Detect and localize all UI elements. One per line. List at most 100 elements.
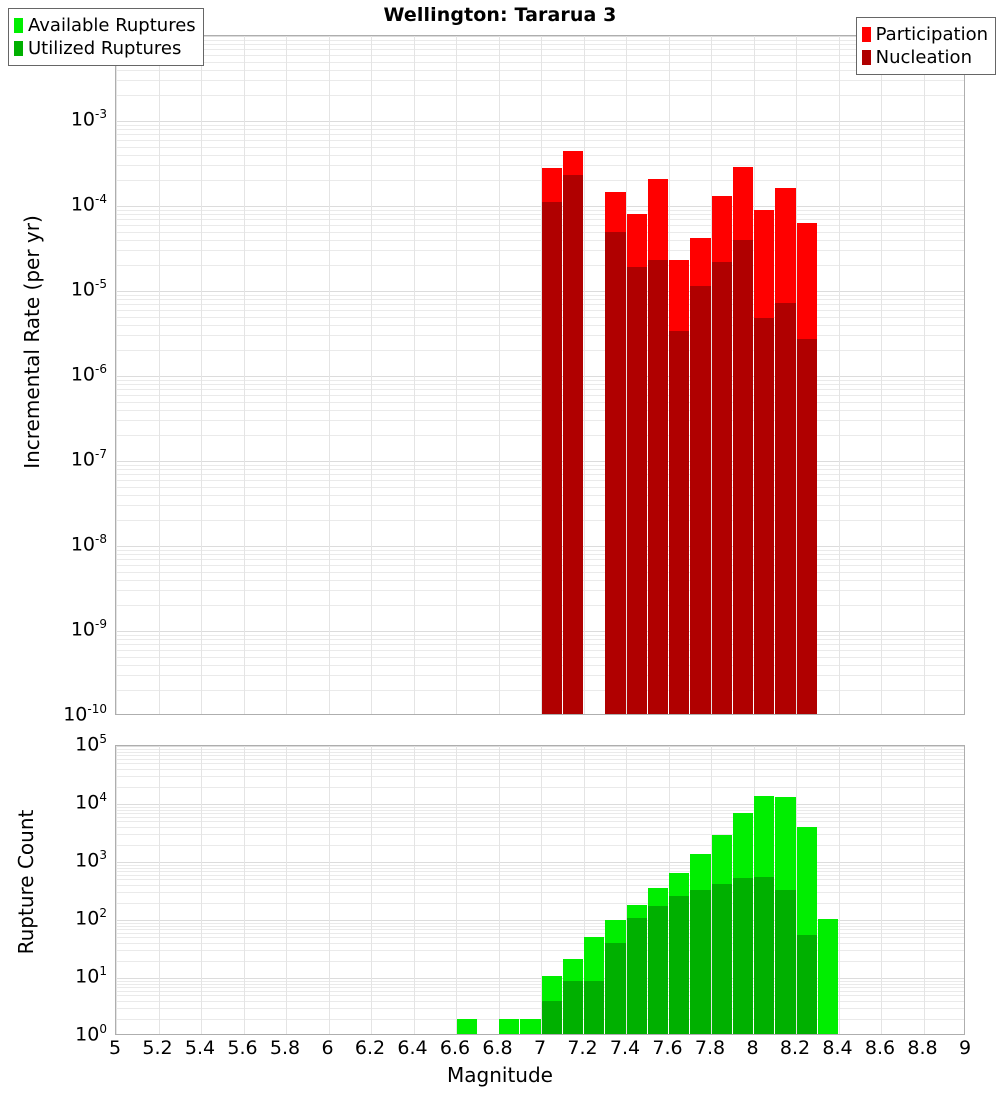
grid-line	[116, 950, 964, 952]
grid-line	[116, 95, 964, 97]
y-axis-tick-label: 104	[75, 790, 107, 814]
grid-line	[116, 265, 964, 267]
grid-line	[116, 121, 964, 122]
grid-line	[116, 928, 964, 930]
grid-line	[116, 134, 964, 136]
legend-swatch-icon	[14, 41, 23, 56]
x-axis-tick-label: 5.6	[227, 1037, 258, 1059]
grid-line	[116, 769, 964, 771]
y-axis-tick-label: 105	[75, 732, 107, 756]
legend-swatch-icon	[861, 50, 871, 65]
x-axis-tick-label: 5.8	[269, 1037, 301, 1059]
grid-line	[116, 864, 964, 866]
bar-segment-inner	[562, 980, 583, 1034]
x-axis-tick-label: 6.8	[482, 1037, 513, 1059]
grid-line	[116, 469, 964, 471]
bar	[456, 1018, 477, 1034]
x-axis-tick-label: 7	[533, 1037, 547, 1059]
grid-line	[116, 885, 964, 887]
bar-segment-inner	[796, 339, 817, 714]
grid-line	[116, 806, 964, 808]
x-axis-tick-label: 7.2	[567, 1037, 598, 1059]
grid-line	[116, 165, 964, 167]
grid-line-vertical	[286, 746, 287, 1034]
grid-line-vertical	[243, 746, 245, 1034]
grid-line	[116, 834, 964, 836]
grid-line	[116, 139, 964, 141]
x-axis-tick-label: 5.2	[142, 1037, 173, 1059]
grid-line-vertical	[541, 746, 542, 1034]
bar-segment-inner	[732, 877, 753, 1034]
grid-line	[116, 874, 964, 876]
grid-line	[116, 579, 964, 581]
bar-segment-inner	[669, 330, 690, 714]
grid-line	[116, 291, 964, 292]
legend-bottom: Available Ruptures Utilized Ruptures	[8, 8, 204, 66]
grid-line	[116, 154, 964, 156]
grid-line-vertical	[371, 36, 372, 714]
bar	[626, 905, 647, 1034]
bar	[562, 959, 583, 1034]
grid-line	[116, 978, 964, 979]
grid-line	[116, 180, 964, 182]
grid-line	[116, 656, 964, 658]
grid-line	[116, 816, 964, 818]
x-axis-tick-label: 7.4	[609, 1037, 641, 1059]
grid-line	[116, 920, 964, 921]
grid-line-vertical	[838, 36, 840, 714]
legend-item: Nucleation	[861, 46, 988, 69]
legend-item: Participation	[861, 23, 988, 46]
grid-line	[116, 394, 964, 396]
grid-line-vertical	[158, 746, 160, 1034]
bar	[775, 187, 796, 714]
grid-line	[116, 943, 964, 945]
grid-line	[116, 309, 964, 311]
grid-line	[116, 304, 964, 306]
bar	[541, 975, 562, 1034]
grid-line	[116, 54, 964, 56]
bar	[626, 214, 647, 714]
bar	[817, 918, 838, 1034]
grid-line	[116, 214, 964, 216]
y-axis-tick-label: 10-3	[70, 107, 107, 131]
grid-line-vertical	[328, 36, 330, 714]
bar-segment-inner	[711, 261, 732, 714]
grid-line	[116, 239, 964, 241]
legend-label: Utilized Ruptures	[28, 38, 182, 59]
bar-segment-inner	[711, 883, 732, 1034]
grid-line	[116, 409, 964, 411]
grid-line	[116, 564, 964, 566]
x-axis-tick-label: 8.2	[779, 1037, 811, 1059]
chart-title: Wellington: Tararua 3	[383, 4, 617, 26]
grid-line	[116, 980, 964, 982]
bar	[796, 827, 817, 1034]
grid-line	[116, 464, 964, 466]
grid-line	[116, 224, 964, 226]
x-axis-tick-label: 9	[958, 1037, 972, 1059]
y-axis-tick-label: 10-10	[63, 702, 107, 726]
grid-line	[116, 986, 964, 988]
grid-line-vertical	[243, 36, 245, 714]
grid-line	[116, 219, 964, 221]
grid-line	[116, 231, 964, 233]
grid-line	[116, 486, 964, 488]
x-axis-tick-label: 5	[108, 1037, 122, 1059]
grid-line	[116, 520, 964, 522]
x-axis-label: Magnitude	[447, 1063, 553, 1087]
x-axis-tick-label: 6.2	[354, 1037, 386, 1059]
grid-line	[116, 590, 964, 592]
bar-segment-inner	[690, 889, 711, 1034]
bar-segment-inner	[626, 267, 647, 714]
grid-line-vertical	[498, 36, 500, 714]
bar	[541, 167, 562, 714]
y-axis-tick-label: 10-8	[70, 532, 107, 556]
grid-line	[116, 960, 964, 962]
x-axis-tick-label: 7.6	[652, 1037, 683, 1059]
grid-line	[116, 990, 964, 992]
grid-line	[116, 571, 964, 573]
bar	[732, 166, 753, 714]
grid-line	[116, 902, 964, 904]
legend-swatch-icon	[861, 27, 871, 42]
bar	[775, 797, 796, 1034]
grid-line	[116, 80, 964, 82]
